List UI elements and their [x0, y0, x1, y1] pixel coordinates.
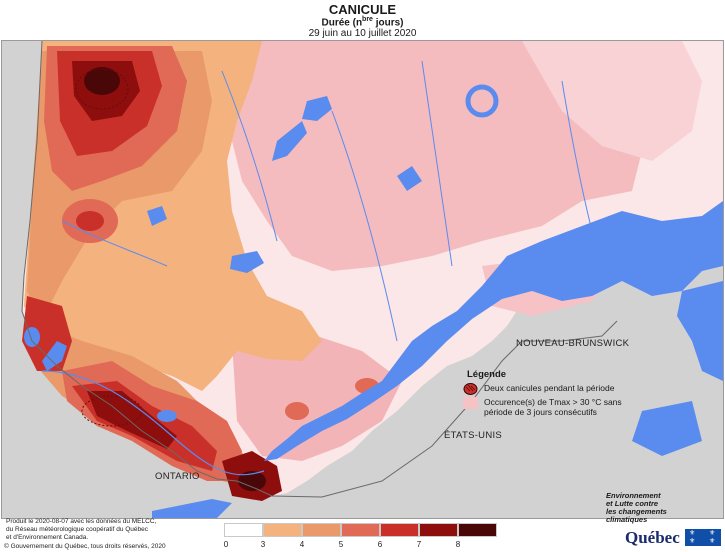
pink-zone-north — [232, 41, 642, 271]
reservoir-baskatong — [397, 166, 422, 191]
color-scale-tick: 0 — [223, 540, 229, 549]
double-heatwave-north — [75, 68, 129, 110]
manicouagan-reservoir — [465, 84, 499, 118]
river-north-2 — [421, 60, 453, 267]
pink-zone-south — [232, 331, 402, 461]
copyright: © Gouvernement du Québec, tous droits ré… — [4, 543, 166, 550]
double-heatwave-swatch — [463, 383, 478, 395]
ministry-line-1: Environnement — [606, 491, 661, 500]
lake-nipissing — [157, 410, 177, 422]
red-spot-mauricie — [285, 402, 309, 420]
map-canvas — [2, 41, 723, 518]
color-scale-tick: 4 — [299, 540, 305, 549]
color-scale-box — [263, 523, 302, 537]
source-line-1: Produit le 2020-08-07 avec les données d… — [6, 518, 157, 525]
gulf-east-water — [677, 281, 723, 381]
color-scale-box — [458, 523, 497, 537]
tmax-occurrence-swatch — [463, 397, 478, 409]
ministry-line-4: climatiques — [606, 515, 648, 524]
fleur-de-lys-flag-icon: ⚜ ⚜ ⚜ ⚜ — [685, 529, 721, 546]
source-line-2: du Réseau météorologique coopératif du Q… — [6, 526, 149, 533]
color-scale-tick: 8 — [455, 540, 461, 549]
map-legend: Légende Deux canicules pendant la périod… — [456, 369, 652, 425]
lake-superior — [42, 341, 67, 371]
source-line-3: et d'Environnement Canada. — [6, 534, 89, 541]
quebec-logo: Environnement et Lutte contre les change… — [593, 492, 723, 550]
map-header: CANICULE Durée (nbre jours) 29 juin au 1… — [0, 0, 725, 40]
reservoir-west — [147, 206, 167, 226]
very-dark-spot-north — [84, 67, 120, 95]
color-scale-tick: 6 — [377, 540, 383, 549]
lake-ontario — [152, 499, 232, 518]
montreal-core — [238, 471, 266, 491]
river-west-1 — [61, 220, 168, 267]
gulf-of-st-lawrence — [264, 201, 723, 461]
river-saguenay — [331, 110, 398, 342]
map-subtitle: Durée (nbre jours) — [0, 16, 725, 28]
color-scale-box — [419, 523, 458, 537]
color-scale-box — [224, 523, 263, 537]
border-us-quebec — [271, 340, 523, 498]
lake-mistassini — [272, 121, 307, 161]
bay-of-fundy-water — [632, 401, 702, 456]
ministry-line-3: les changements — [606, 507, 667, 516]
legend-item-double-heatwave: Deux canicules pendant la période — [463, 383, 614, 395]
color-scale-box — [341, 523, 380, 537]
color-scale-box — [380, 523, 419, 537]
heatwave-map — [1, 40, 724, 519]
map-title: CANICULE — [328, 2, 397, 17]
border-ontario-quebec — [21, 41, 273, 497]
subtitle-main: Durée (n — [321, 17, 363, 29]
legend-title: Légende — [467, 369, 507, 380]
legend-label-double-heatwave: Deux canicules pendant la période — [484, 383, 615, 393]
river-ottawa — [41, 370, 265, 476]
lac-saint-jean — [302, 96, 332, 121]
subtitle-end: jours) — [372, 17, 404, 29]
color-scale-tick: 7 — [416, 540, 422, 549]
red-spot-center-core — [76, 211, 104, 231]
map-period: 29 juin au 10 juillet 2020 — [308, 28, 417, 39]
river-north-3 — [561, 80, 593, 232]
gouin-reservoir — [230, 251, 264, 273]
label-ontario: ONTARIO — [155, 471, 200, 482]
border-nb-quebec — [522, 320, 618, 342]
pink-zone-east — [522, 41, 702, 161]
lake-huron — [24, 327, 40, 347]
river-north-1 — [221, 70, 278, 242]
darker-zone-south — [87, 391, 177, 449]
ministry-line-2: et Lutte contre — [606, 499, 659, 508]
legend-label-tmax-occurrence: Occurence(s) de Tmax > 30 °C sans périod… — [484, 397, 622, 417]
label-nouveau-brunswick: NOUVEAU-BRUNSWICK — [516, 338, 630, 349]
color-scale-box — [302, 523, 341, 537]
color-scale-tick: 5 — [338, 540, 344, 549]
color-scale-tick: 3 — [260, 540, 266, 549]
quebec-wordmark: Québec — [625, 528, 680, 547]
legend-item-tmax-occurrence: Occurence(s) de Tmax > 30 °C sans périod… — [463, 397, 643, 417]
subtitle-sup: bre — [362, 16, 373, 23]
label-etats-unis: ÉTATS-UNIS — [444, 430, 503, 441]
